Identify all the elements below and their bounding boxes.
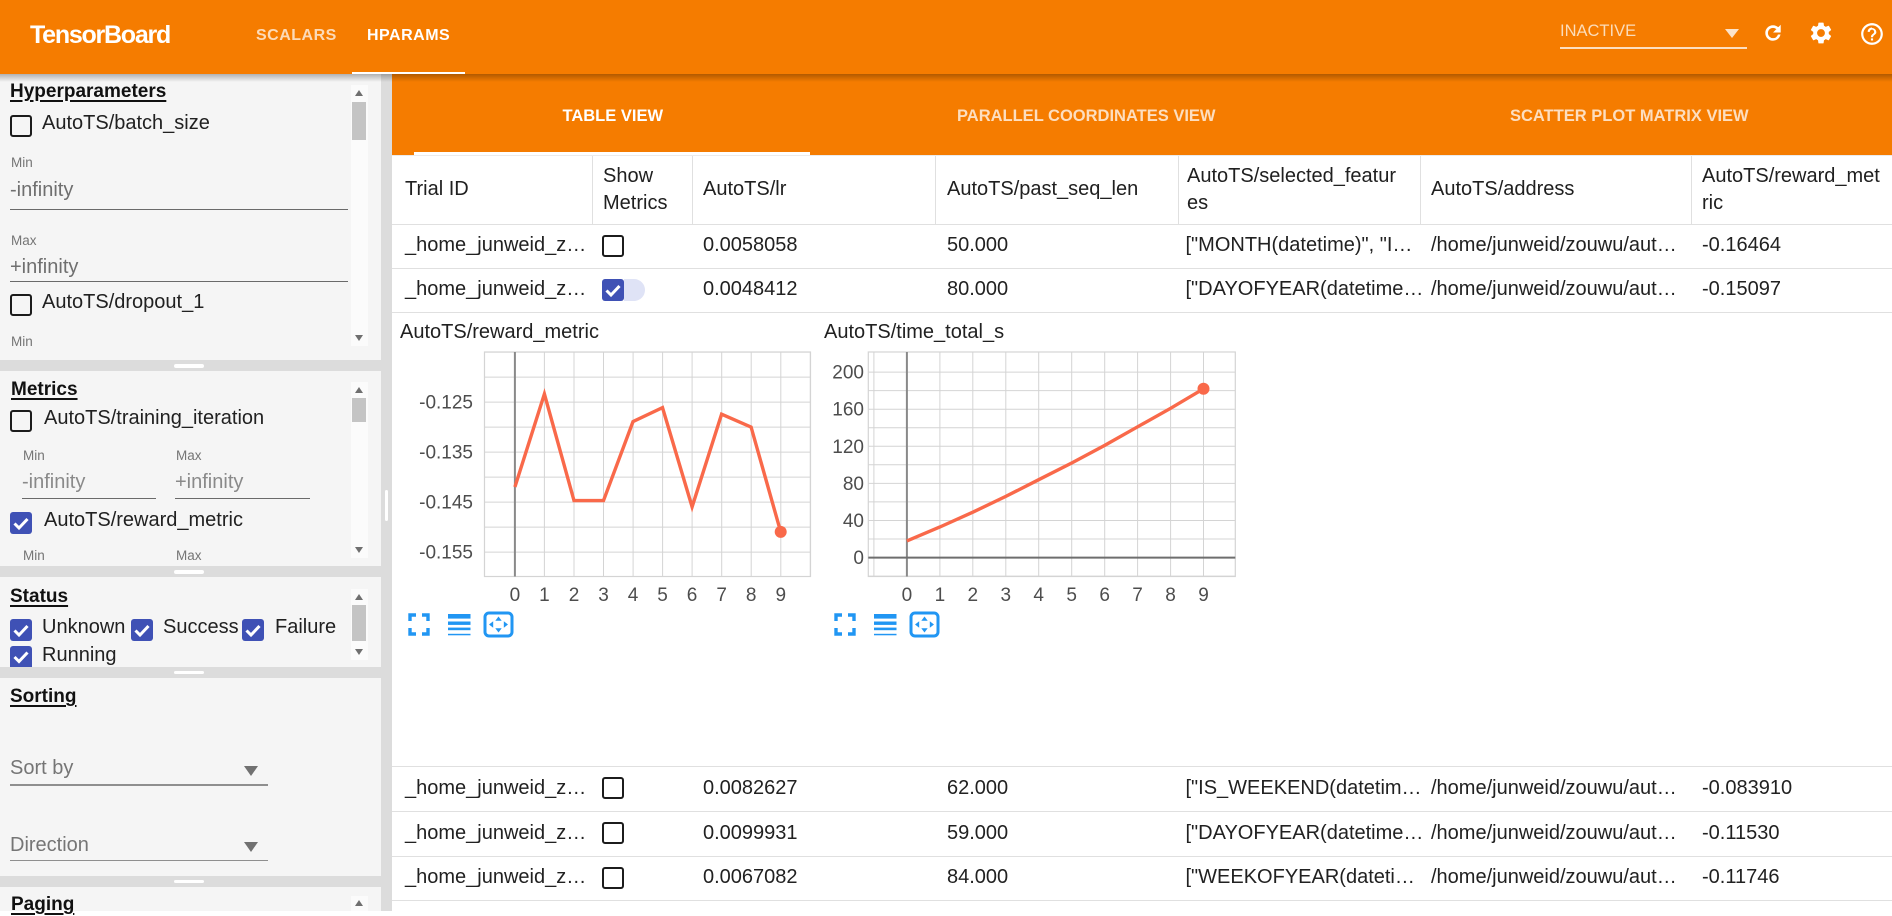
svg-text:5: 5 [1066,585,1077,606]
svg-text:1: 1 [935,585,946,606]
svg-text:80: 80 [843,474,864,495]
svg-text:40: 40 [843,511,864,532]
svg-text:0: 0 [853,548,864,569]
svg-text:-0.145: -0.145 [419,493,473,514]
svg-text:5: 5 [657,585,668,606]
svg-text:8: 8 [746,585,757,606]
svg-text:6: 6 [687,585,698,606]
svg-text:2: 2 [569,585,580,606]
svg-text:7: 7 [1132,585,1143,606]
svg-text:AutoTS/reward_metric: AutoTS/reward_metric [400,321,599,343]
svg-text:9: 9 [776,585,787,606]
svg-text:AutoTS/time_total_s: AutoTS/time_total_s [824,321,1004,343]
svg-text:120: 120 [832,437,864,458]
svg-text:160: 160 [832,400,864,421]
svg-text:9: 9 [1198,585,1209,606]
svg-text:7: 7 [716,585,727,606]
svg-text:2: 2 [968,585,979,606]
svg-text:200: 200 [832,363,864,384]
svg-text:3: 3 [598,585,609,606]
svg-text:6: 6 [1099,585,1110,606]
svg-text:-0.125: -0.125 [419,393,473,414]
svg-text:-0.155: -0.155 [419,543,473,564]
svg-text:-0.135: -0.135 [419,443,473,464]
svg-text:4: 4 [628,585,639,606]
svg-text:1: 1 [539,585,550,606]
svg-text:0: 0 [510,585,521,606]
svg-text:3: 3 [1001,585,1012,606]
svg-text:4: 4 [1033,585,1044,606]
svg-text:0: 0 [902,585,913,606]
svg-text:8: 8 [1165,585,1176,606]
